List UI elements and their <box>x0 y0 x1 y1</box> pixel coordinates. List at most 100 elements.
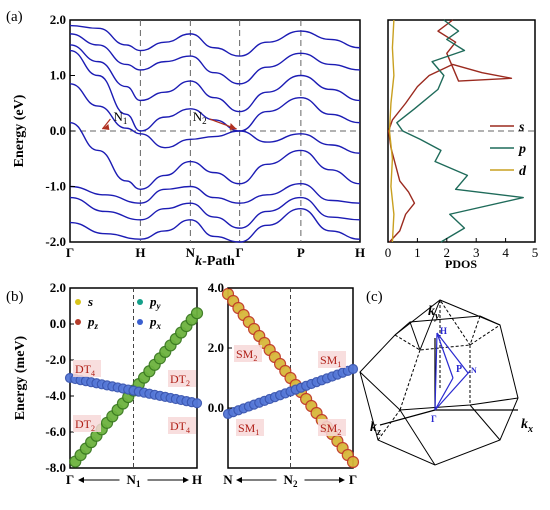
b-left-plot: -8.0 -6.0 -4.0 -2.0 0.0 2.0 Γ H N1 DT4 DT2 DT2 DT4 <box>45 280 204 489</box>
b-left-ytick-label-3: -2.0 <box>45 352 66 367</box>
b-left-region-label-0: DT4 <box>75 362 95 378</box>
b-right-band-0-point-24 <box>346 455 360 469</box>
pdos-series-s <box>387 19 513 243</box>
b-right-xtick-right: Γ <box>349 472 357 487</box>
b-left-region-label-bg-3 <box>168 417 196 434</box>
pdos-series-d <box>388 19 395 243</box>
b-right-region-label-bg-0 <box>234 345 262 362</box>
bz-point-n: N <box>471 366 477 375</box>
panel-b: (b) -8.0 -6.0 -4.0 -2.0 0.0 2.0 Γ H N1 DT4 DT2 DT2 D… <box>6 280 360 489</box>
b-left-ytick-label-2: -4.0 <box>45 388 66 403</box>
band-annotation-1: N2 <box>193 109 207 126</box>
b-legend-label-px: px <box>149 314 162 331</box>
b-right-xarrow-left-head <box>236 477 242 483</box>
bz-kz-label: kz <box>370 420 381 438</box>
pdos-xtick-label-3: 3 <box>473 245 480 260</box>
b-right-xarrow-right-head <box>339 477 345 483</box>
bz-point-p: P <box>456 364 462 375</box>
band-b9 <box>69 24 361 57</box>
bz-kx-label: kx <box>521 417 533 435</box>
b-left-region-label-3: DT4 <box>170 419 190 435</box>
panel-c-label: (c) <box>366 289 383 305</box>
pdos-xtick-label-1: 1 <box>414 245 421 260</box>
band-b2 <box>69 196 361 229</box>
b-left-xtick-right: H <box>192 472 202 487</box>
b-legend-dot-px <box>137 319 143 325</box>
band-b4 <box>69 121 361 190</box>
band-kpoint-label-5: H <box>355 245 365 260</box>
band-x-axis-label: k-Path <box>195 254 235 269</box>
bz-polyhedron <box>359 299 519 466</box>
b-left-region-label-2: DT2 <box>75 417 95 433</box>
band-kpoint-label-0: Γ <box>66 245 74 260</box>
b-right-region-label-bg-2 <box>236 419 264 436</box>
band-annotation-arrowhead-0 <box>102 124 110 130</box>
b-right-ytick-label-1: 2.0 <box>208 340 224 355</box>
b-left-xtick-mid: N1 <box>127 472 141 489</box>
band-kpoint-label-1: H <box>135 245 145 260</box>
b-left-region-label-1: DT2 <box>170 372 190 388</box>
pdos-x-ticks: 0 1 2 3 4 5 <box>385 238 539 260</box>
b-right-xtick-mid: N2 <box>284 472 298 489</box>
b-legend-dot-s <box>75 299 81 305</box>
band-kpoint-label-2: N <box>186 245 196 260</box>
panel-a-band-structure: (a) -2.0 -1.0 0.0 1.0 2.0 Γ H N Γ P H Energy (eV)… <box>6 9 365 269</box>
b-left-ytick-label-4: 0.0 <box>50 316 66 331</box>
b-right-region-label-3: SM2 <box>320 421 341 437</box>
b-left-region-label-bg-2 <box>73 415 101 432</box>
band-b8 <box>69 33 361 85</box>
b-right-ytick-label-2: 4.0 <box>208 280 224 295</box>
b-right-xtick-left: N <box>223 472 233 487</box>
b-y-axis-label: Energy (meV) <box>13 335 28 420</box>
bz-path <box>434 332 471 411</box>
band-b5 <box>69 83 361 154</box>
band-y-ticks: -2.0 -1.0 0.0 1.0 2.0 <box>45 12 75 249</box>
b-left-ytick-label-1: -6.0 <box>45 424 66 439</box>
pdos-legend-label-d: d <box>519 164 527 179</box>
b-right-region-label-1: SM1 <box>320 353 341 369</box>
b-left-region-label-bg-1 <box>168 370 196 387</box>
panel-a-label: (a) <box>6 9 23 25</box>
pdos-legend: spd <box>490 120 527 179</box>
b-left-band-0-point-24 <box>190 307 204 320</box>
band-annotation-arrowhead-1 <box>229 123 237 130</box>
b-right-region-label-2: SM1 <box>238 421 259 437</box>
b-right-plot: 0.0 2.0 4.0 N Γ N2 SM2 SM1 SM1 SM2 <box>208 280 360 489</box>
pdos-lines <box>387 19 524 243</box>
b-legend-dot-pz <box>75 319 81 325</box>
band-annotation-0: N1 <box>113 109 127 126</box>
b-legend-label-pz: pz <box>87 314 99 331</box>
b-left-ytick-label-0: -8.0 <box>45 460 66 475</box>
pdos-legend-label-s: s <box>518 120 525 135</box>
band-lines <box>69 24 361 243</box>
b-left-band-1-point-24 <box>191 398 203 409</box>
pdos-xtick-label-0: 0 <box>385 245 392 260</box>
band-b7 <box>69 44 361 113</box>
b-left-region-label-bg-0 <box>73 360 101 377</box>
band-b6 <box>69 49 361 132</box>
bz-point-h: H <box>440 326 447 336</box>
b-right-region-label-0: SM2 <box>236 347 257 363</box>
pdos-xtick-label-5: 5 <box>532 245 539 260</box>
b-left-xtick-left: Γ <box>66 472 74 487</box>
b-right-band-1-point-24 <box>347 363 359 375</box>
pdos-series-p <box>396 19 524 243</box>
b-legend-label-py: py <box>149 294 162 311</box>
pdos-xtick-label-2: 2 <box>444 245 451 260</box>
bz-point-gamma: Γ <box>431 414 437 424</box>
b-right-region-label-bg-3 <box>318 419 346 436</box>
band-y-axis-label: Energy (eV) <box>12 94 27 167</box>
bz-ky-label: ky <box>428 304 440 322</box>
b-left-ytick-label-5: 2.0 <box>50 280 66 295</box>
b-left-xarrow-right-head <box>183 477 189 483</box>
b-legend: s py pz px <box>75 294 162 331</box>
band-annotation-arrow-0 <box>101 118 111 130</box>
b-legend-dot-py <box>137 299 143 305</box>
band-b1 <box>69 207 361 243</box>
band-ytick-label-1: -1.0 <box>45 179 66 194</box>
pdos-xtick-label-4: 4 <box>502 245 509 260</box>
panel-c-brillouin-zone: (c) <box>359 289 533 466</box>
pdos-legend-label-p: p <box>518 142 526 157</box>
